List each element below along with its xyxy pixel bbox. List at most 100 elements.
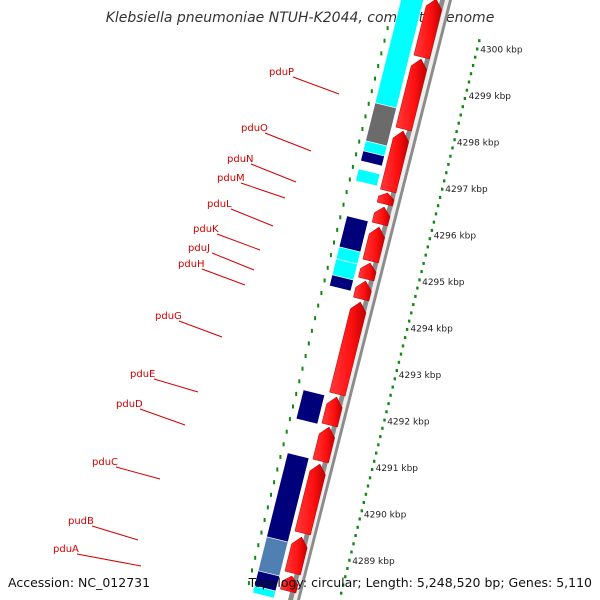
- kbp-ruler: 4289 kbp 4290 kbp 4291 kbp 4292 kbp 4293 kbp…: [352, 46, 523, 568]
- ruler-dot: [387, 402, 390, 406]
- track-dot: [320, 291, 323, 295]
- gene-feature-block: [252, 585, 277, 599]
- gene-leader-line: [178, 320, 223, 338]
- ruler-dot: [350, 550, 353, 554]
- ruler-dot: [441, 187, 444, 191]
- ruler-dot: [346, 567, 349, 570]
- cds-arrow: [371, 206, 391, 227]
- cds-arrow: [376, 192, 395, 207]
- ruler-dot: [443, 179, 446, 183]
- ruler-dot: [375, 451, 378, 455]
- kbp-tick-label: 4291 kbp: [376, 464, 419, 474]
- track-dot: [282, 442, 285, 447]
- ruler-dot: [430, 228, 434, 232]
- gene-leader-line: [250, 163, 297, 183]
- ruler-dot: [436, 204, 440, 208]
- kbp-tick-label: 4292 kbp: [387, 418, 430, 428]
- gene-label-pduO: pduO: [241, 123, 268, 134]
- gene-leader-line: [240, 182, 286, 199]
- kbp-tick-label: 4296 kbp: [434, 232, 477, 242]
- ruler-dot: [471, 64, 475, 67]
- track-dot: [317, 303, 320, 308]
- track-dot: [348, 177, 351, 182]
- ruler-dot: [401, 344, 405, 348]
- track-dot: [301, 366, 304, 371]
- ruler-dot: [414, 294, 417, 298]
- track-dot: [383, 38, 386, 43]
- ruler-dot: [408, 319, 411, 323]
- ruler-dot: [474, 55, 477, 59]
- kbp-tick-label: 4295 kbp: [422, 278, 465, 288]
- ruler-dot: [360, 509, 363, 513]
- kbp-tick-label: 4300 kbp: [480, 46, 523, 56]
- ruler-dot: [377, 443, 380, 447]
- ruler-dot: [445, 171, 448, 175]
- ruler-dot: [416, 286, 419, 290]
- cds-track: [280, 0, 442, 594]
- track-dot: [377, 64, 380, 68]
- track-dot: [247, 581, 250, 586]
- track-dot: [386, 26, 389, 31]
- kbp-tick-label: 4294 kbp: [410, 325, 453, 335]
- track-dot: [358, 139, 361, 144]
- gene-feature-block: [355, 168, 381, 187]
- cds-arrow: [321, 396, 343, 428]
- cds-arrow: [280, 575, 299, 594]
- track-dot: [263, 518, 266, 522]
- gene-label-pduK: pduK: [193, 224, 219, 235]
- track-dot: [304, 354, 307, 358]
- gene-leader-line: [201, 268, 246, 286]
- track-dot: [254, 555, 257, 560]
- gene-feature-block: [295, 389, 326, 425]
- gene-label-pduL: pduL: [207, 199, 232, 210]
- ruler-dot: [370, 468, 374, 471]
- ruler-dot: [418, 278, 421, 282]
- feature-track-dots: [247, 26, 389, 586]
- track-dot: [276, 467, 279, 472]
- track-dot: [260, 530, 263, 535]
- ruler-dot: [379, 435, 382, 439]
- ruler-dot: [342, 583, 345, 587]
- ruler-dot: [461, 105, 464, 109]
- track-dot: [266, 505, 269, 510]
- track-dot: [292, 404, 294, 409]
- gene-feature-block: [360, 150, 385, 167]
- ruler-dot: [457, 121, 460, 125]
- ruler-dot: [424, 253, 427, 257]
- cds-arrow: [294, 463, 326, 536]
- gene-label-pduG: pduG: [155, 311, 182, 322]
- ruler-dot: [354, 534, 357, 537]
- track-dot: [251, 568, 253, 573]
- ruler-dot: [449, 154, 452, 158]
- track-dot: [345, 190, 348, 195]
- ruler-dot: [426, 245, 429, 249]
- gene-label-pduM: pduM: [217, 173, 245, 184]
- ruler-dot: [391, 385, 394, 389]
- track-dot: [374, 76, 376, 81]
- ruler-dot: [389, 393, 392, 397]
- ruler-dot: [432, 220, 436, 224]
- ruler-dot: [358, 517, 361, 521]
- gene-leader-line: [292, 76, 340, 95]
- ruler-dot: [393, 377, 396, 381]
- gene-label-pudB: pudB: [68, 516, 94, 527]
- ruler-dot: [478, 39, 481, 43]
- track-dot: [342, 202, 345, 207]
- ruler-dot: [368, 476, 372, 480]
- gene-leader-line: [139, 408, 186, 426]
- cds-arrow: [312, 426, 335, 464]
- track-dot: [307, 341, 310, 346]
- ruler-dot: [364, 492, 368, 496]
- gene-label-pduH: pduH: [178, 259, 205, 270]
- track-dot: [273, 480, 276, 485]
- ruler-dot: [352, 542, 355, 546]
- gene-feature-block: [365, 102, 397, 147]
- track-dot: [336, 227, 339, 232]
- ruler-dot: [340, 591, 343, 595]
- ruler-dot: [451, 146, 454, 150]
- gene-leader-line: [76, 553, 142, 567]
- ruler-dot: [459, 113, 462, 117]
- track-dot: [288, 417, 291, 422]
- ruler-dot: [438, 195, 442, 199]
- ruler-dot: [362, 501, 365, 504]
